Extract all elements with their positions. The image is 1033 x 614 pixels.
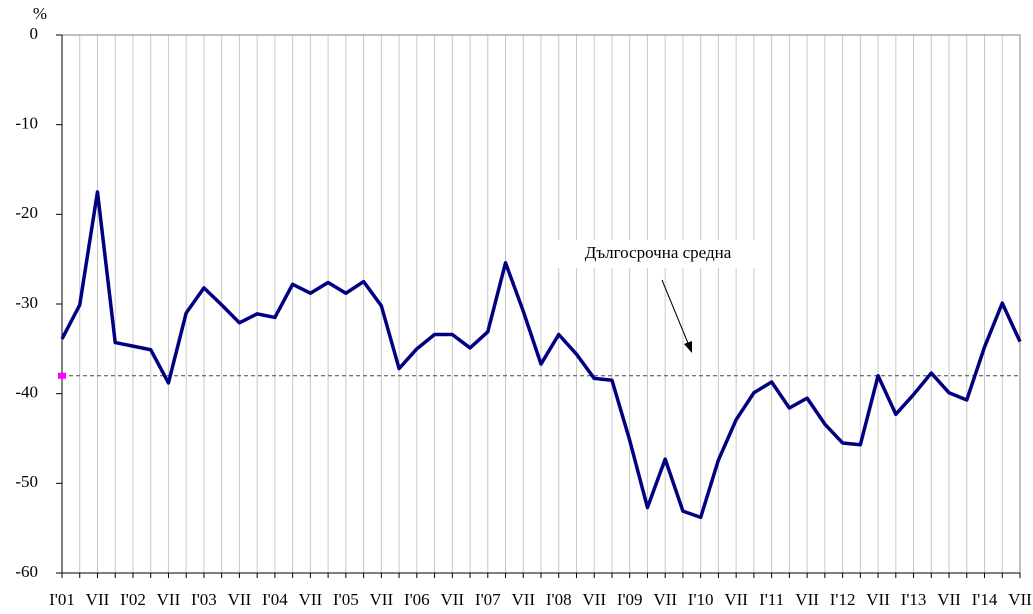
x-tick-label: I'12 bbox=[830, 590, 856, 609]
x-tick-label: I'07 bbox=[475, 590, 501, 609]
x-tick-label: I'01 bbox=[49, 590, 75, 609]
x-tick-label: VII bbox=[653, 590, 677, 609]
annotation-arrow bbox=[661, 279, 691, 349]
y-tick-label: -60 bbox=[15, 562, 38, 581]
x-tick-label: I'09 bbox=[617, 590, 643, 609]
y-tick-label: -10 bbox=[15, 114, 38, 133]
y-tick-label: -20 bbox=[15, 203, 38, 222]
x-tick-label: VII bbox=[440, 590, 464, 609]
x-tick-label: I'13 bbox=[901, 590, 927, 609]
x-tick-label: VII bbox=[228, 590, 252, 609]
x-tick-label: VII bbox=[724, 590, 748, 609]
y-tick-label: -30 bbox=[15, 293, 38, 312]
y-tick-label: 0 bbox=[30, 24, 39, 43]
x-tick-label: VII bbox=[937, 590, 961, 609]
x-tick-label: VII bbox=[1008, 590, 1032, 609]
x-tick-label: I'06 bbox=[404, 590, 430, 609]
x-tick-label: I'11 bbox=[759, 590, 784, 609]
annotation-box bbox=[552, 240, 764, 268]
x-tick-label: I'10 bbox=[688, 590, 714, 609]
average-marker bbox=[58, 372, 66, 379]
x-tick-label: I'02 bbox=[120, 590, 146, 609]
annotation: Дългосрочна средна bbox=[585, 243, 732, 262]
x-tick-label: VII bbox=[866, 590, 890, 609]
x-tick-label: I'03 bbox=[191, 590, 217, 609]
x-tick-label: VII bbox=[582, 590, 606, 609]
y-tick-label: -50 bbox=[15, 472, 38, 491]
x-tick-label: I'04 bbox=[262, 590, 288, 609]
y-axis-label: % bbox=[33, 4, 47, 23]
x-tick-label: VII bbox=[370, 590, 394, 609]
x-tick-label: I'05 bbox=[333, 590, 359, 609]
y-tick-label: -40 bbox=[15, 383, 38, 402]
x-tick-label: I'08 bbox=[546, 590, 572, 609]
x-tick-label: VII bbox=[157, 590, 181, 609]
arrow-head bbox=[684, 341, 692, 353]
x-tick-label: I'14 bbox=[972, 590, 998, 609]
x-tick-label: VII bbox=[86, 590, 110, 609]
x-tick-label: VII bbox=[299, 590, 323, 609]
x-tick-label: VII bbox=[795, 590, 819, 609]
x-tick-label: VII bbox=[511, 590, 535, 609]
data-line bbox=[60, 190, 1022, 520]
